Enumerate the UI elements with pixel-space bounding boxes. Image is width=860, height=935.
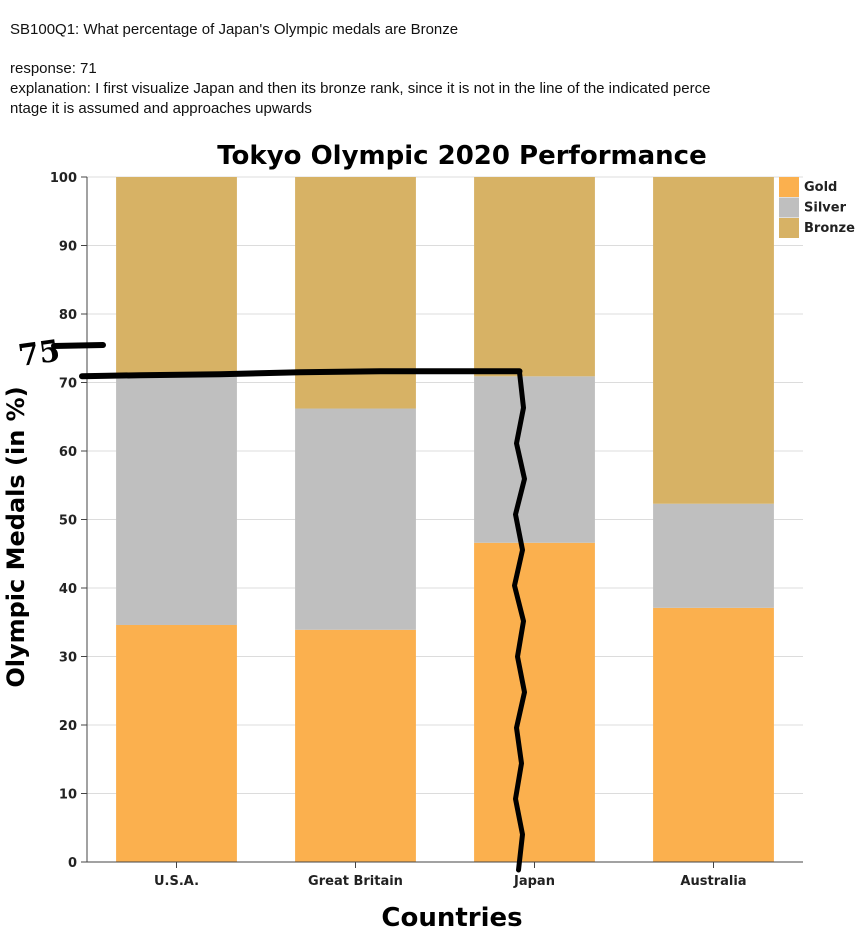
y-tick-label: 50 xyxy=(59,514,77,529)
response-text: response: 71 xyxy=(10,60,97,77)
handwritten-label: 75 xyxy=(16,334,62,374)
bars-layer xyxy=(116,177,774,862)
legend-label-bronze: Bronze xyxy=(804,221,855,236)
y-tick-label: 100 xyxy=(50,171,77,186)
bar-gold-japan xyxy=(474,542,595,862)
legend-swatch-gold xyxy=(779,177,799,197)
legend-label-gold: Gold xyxy=(804,180,837,195)
x-axis-label: Countries xyxy=(381,903,522,933)
handwritten-horizontal-line xyxy=(79,368,523,380)
axes-layer: 0 10 20 30 40 50 60 70 80 90 100 U.S.A. Great Britai… xyxy=(50,171,803,889)
y-tick-label: 30 xyxy=(59,651,77,666)
bar-bronze-u-s-a xyxy=(116,177,237,376)
x-tick-label: U.S.A. xyxy=(154,874,199,889)
bar-bronze-japan xyxy=(474,177,595,377)
y-tick-label: 20 xyxy=(59,719,77,734)
y-tick-label: 90 xyxy=(59,240,77,255)
y-axis-label: Olympic Medals (in %) xyxy=(2,386,30,687)
x-tick-label: Australia xyxy=(680,874,746,889)
y-tick-label: 0 xyxy=(68,856,77,871)
y-tick-label: 40 xyxy=(59,582,77,597)
y-tick-label: 60 xyxy=(59,445,77,460)
bar-bronze-australia xyxy=(653,177,774,504)
bar-gold-great-britain xyxy=(295,629,416,862)
explanation-line-2: ntage it is assumed and approaches upwar… xyxy=(10,100,312,117)
response-header: SB100Q1: What percentage of Japan's Olym… xyxy=(10,20,830,119)
bar-gold-australia xyxy=(653,607,774,862)
legend-swatch-silver xyxy=(779,197,799,218)
question-text: SB100Q1: What percentage of Japan's Olym… xyxy=(10,21,459,38)
handwritten-vertical-line xyxy=(512,369,527,873)
handwritten-annotation: 75 xyxy=(16,334,527,873)
x-tick-label: Japan xyxy=(513,874,555,889)
chart-title: Tokyo Olympic 2020 Performance xyxy=(217,141,706,171)
y-tick-label: 80 xyxy=(59,308,77,323)
legend: Gold Silver Bronze xyxy=(779,177,855,238)
handwritten-dash xyxy=(51,342,106,349)
legend-swatch-bronze xyxy=(779,218,799,238)
bar-silver-great-britain xyxy=(295,408,416,630)
y-tick-label: 70 xyxy=(59,377,77,392)
bar-gold-u-s-a xyxy=(116,624,237,862)
explanation-line-1: explanation: I first visualize Japan and… xyxy=(10,80,711,97)
bar-silver-australia xyxy=(653,503,774,608)
bar-silver-u-s-a xyxy=(116,375,237,625)
x-tick-label: Great Britain xyxy=(308,874,403,889)
bar-silver-japan xyxy=(474,376,595,543)
y-tick-label: 10 xyxy=(59,788,77,803)
legend-label-silver: Silver xyxy=(804,201,847,216)
